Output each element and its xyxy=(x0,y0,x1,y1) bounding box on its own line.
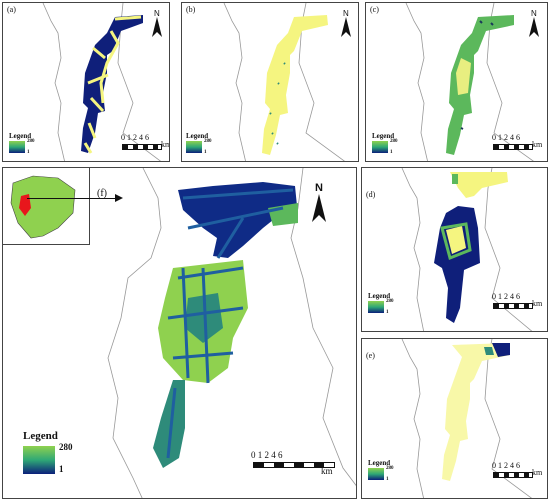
road-network xyxy=(83,15,142,154)
density-yellow xyxy=(442,343,510,481)
density-area-yellow xyxy=(262,15,328,155)
density-north-teal xyxy=(484,347,494,355)
legend-gradient xyxy=(186,141,202,153)
legend-max: 280 xyxy=(59,442,73,452)
inset-arrow-head xyxy=(115,194,123,202)
map-panel-d: (d) Legend 280 1 0 1 2 4 6 km xyxy=(361,167,548,332)
panel-label-c: (c) xyxy=(370,5,379,14)
scale-bar xyxy=(253,462,335,468)
scale-unit: km xyxy=(321,466,333,476)
inset-locator-map xyxy=(10,175,76,239)
density-north-green xyxy=(452,174,458,184)
legend-min: 1 xyxy=(386,477,389,482)
density-hotspot xyxy=(446,226,466,254)
density-area-green xyxy=(446,15,514,155)
north-arrow-icon xyxy=(529,17,539,37)
scale-bar xyxy=(493,144,533,150)
legend-max: 280 xyxy=(386,299,394,304)
legend-max: 280 xyxy=(390,139,398,144)
north-label: N xyxy=(315,182,323,194)
legend-max: 280 xyxy=(27,139,35,144)
map-panel-e: (e) Legend 280 1 0 1 2 4 6 km xyxy=(361,338,548,499)
map-a-canvas xyxy=(42,3,161,161)
scale-bar xyxy=(122,144,162,150)
north-label: N xyxy=(531,9,537,18)
density-south-corridor xyxy=(153,380,185,468)
legend-title: Legend xyxy=(23,430,58,442)
map-panel-f: (f) N Legend 280 1 0 1 2 4 6 km xyxy=(2,167,357,499)
north-arrow-icon xyxy=(312,194,326,222)
density-north-dark xyxy=(492,343,510,357)
legend-max: 280 xyxy=(386,466,394,471)
sparse-dots xyxy=(269,62,286,145)
density-north-dark xyxy=(178,182,297,258)
north-arrow-icon xyxy=(152,17,162,37)
map-d-canvas xyxy=(401,168,533,331)
legend-gradient xyxy=(368,301,384,313)
scale-bar-ticks: 0 1 2 4 6 xyxy=(492,133,520,142)
road-network-dark xyxy=(166,188,294,459)
scale-unit: km xyxy=(532,299,543,308)
scale-unit: km xyxy=(161,140,169,149)
legend-min: 1 xyxy=(386,310,389,315)
north-label: N xyxy=(343,9,349,18)
density-points-dark xyxy=(460,20,494,130)
north-label: N xyxy=(154,9,160,18)
map-b-canvas xyxy=(223,3,345,161)
panel-label-d: (d) xyxy=(366,190,376,199)
inset-locator xyxy=(3,168,90,245)
panel-label-a: (a) xyxy=(7,5,16,14)
legend-title: Legend xyxy=(186,132,209,140)
scale-bar-ticks: 0 1 2 4 6 xyxy=(492,461,520,470)
inset-arrow xyxy=(27,198,117,199)
scale-bar xyxy=(493,303,533,309)
density-blue xyxy=(434,206,480,323)
legend-min: 1 xyxy=(390,150,393,155)
scale-bar xyxy=(493,472,533,478)
legend-min: 1 xyxy=(27,150,30,155)
legend-title: Legend xyxy=(368,292,391,300)
scale-unit: km xyxy=(532,140,543,149)
scale-bar-ticks: 0 1 2 4 6 xyxy=(492,292,520,301)
legend-min: 1 xyxy=(204,150,207,155)
panel-label-b: (b) xyxy=(186,5,196,14)
map-f-canvas xyxy=(107,168,356,498)
legend-title: Legend xyxy=(9,132,32,140)
legend-gradient xyxy=(9,141,25,153)
legend-gradient xyxy=(23,446,55,474)
scale-bar-ticks: 0 1 2 4 6 xyxy=(121,133,149,142)
north-arrow-icon xyxy=(341,17,351,37)
legend-gradient xyxy=(372,141,388,153)
map-c-canvas xyxy=(405,3,534,161)
legend-min: 1 xyxy=(59,464,64,474)
density-north-yellow xyxy=(450,172,508,198)
scale-bar-ticks: 0 1 2 4 6 xyxy=(251,450,283,460)
panel-label-f: (f) xyxy=(97,188,107,199)
legend-title: Legend xyxy=(372,132,395,140)
legend-title: Legend xyxy=(368,459,391,467)
panel-label-e: (e) xyxy=(366,351,375,360)
map-panel-b: (b) N Legend 280 1 xyxy=(181,2,359,162)
legend-max: 280 xyxy=(204,139,212,144)
scale-unit: km xyxy=(532,468,543,477)
density-center-yellow xyxy=(456,58,471,95)
map-panel-c: (c) N Legend 280 1 0 1 2 4 6 km xyxy=(365,2,548,162)
legend-gradient xyxy=(368,468,384,480)
density-hotspot-ring xyxy=(440,222,472,261)
map-panel-a: (a) N Legend 280 1 0 1 2 4 6 km xyxy=(2,2,170,162)
